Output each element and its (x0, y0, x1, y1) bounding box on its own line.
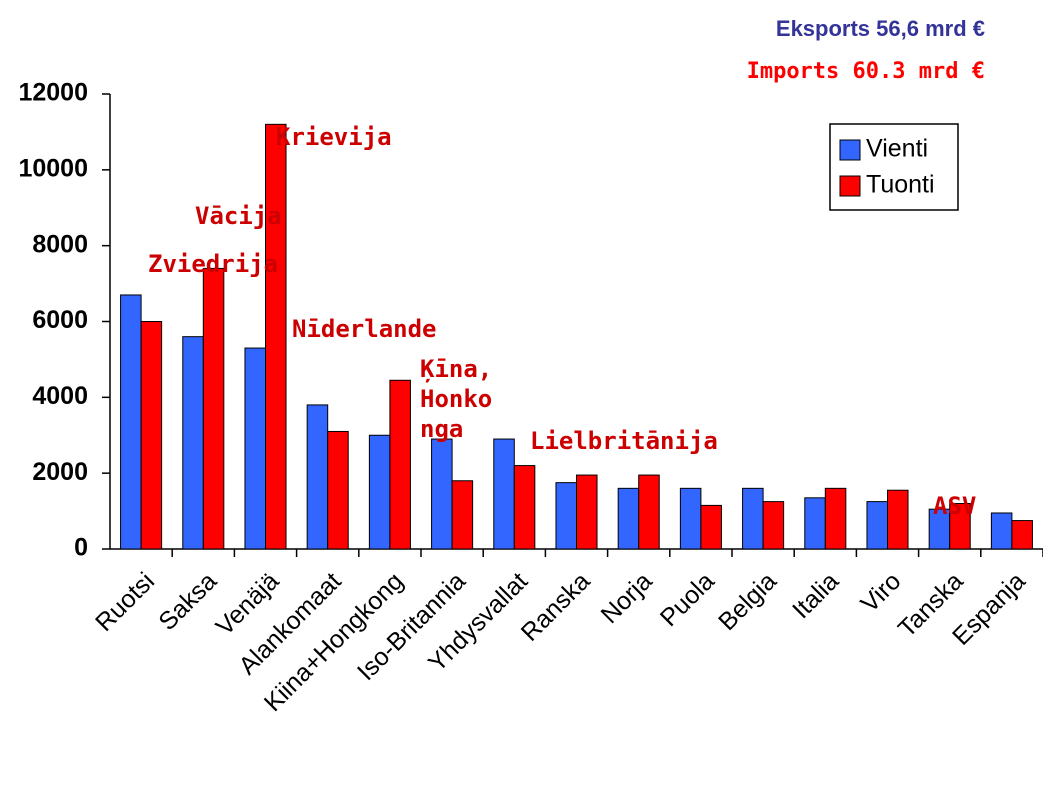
bar (120, 294, 142, 550)
bar (244, 347, 266, 550)
bar (576, 474, 598, 550)
legend-label: Tuonti (866, 171, 935, 199)
y-tick-label: 10000 (18, 154, 88, 182)
bar (1011, 520, 1033, 550)
legend-swatch (839, 139, 861, 161)
bar (555, 482, 577, 550)
x-tick-label: Ranska (516, 567, 596, 647)
bar (327, 430, 349, 550)
annotation: ASV (933, 492, 976, 520)
export-note: Eksports 56,6 mrd € (776, 16, 985, 41)
bar (866, 501, 888, 550)
bar (431, 438, 453, 550)
x-tick-label: Italia (787, 567, 844, 624)
y-tick-label: 8000 (32, 230, 88, 258)
annotation: Lielbritānija (530, 427, 718, 455)
y-tick-label: 6000 (32, 306, 88, 334)
bar (493, 438, 515, 550)
bar (451, 480, 474, 550)
bar (742, 487, 764, 550)
annotation: Vācija (195, 202, 282, 230)
bar (824, 487, 847, 550)
bar (140, 321, 163, 550)
annotation: Krievija (276, 123, 392, 151)
bar (617, 487, 640, 550)
bar (513, 465, 536, 550)
y-tick-label: 0 (74, 534, 88, 562)
annotation: Zviedrija (148, 250, 278, 278)
bar (700, 504, 722, 550)
bar (389, 379, 411, 550)
bar (182, 336, 204, 550)
bar (368, 434, 391, 550)
annotation: Ķīna, (420, 355, 492, 383)
bar (265, 123, 287, 550)
x-tick-label: Belgia (713, 567, 782, 636)
legend-label: Vienti (866, 135, 928, 163)
import-note: Imports 60.3 mrd € (747, 59, 985, 84)
bar (990, 512, 1013, 550)
bar (306, 404, 329, 550)
y-tick-label: 2000 (32, 458, 88, 486)
bar (887, 489, 909, 550)
bar (202, 267, 225, 550)
y-tick-label: 12000 (18, 79, 88, 107)
bar (949, 503, 971, 550)
x-tick-label: Norja (596, 567, 658, 629)
annotation: nga (420, 415, 463, 443)
y-tick-label: 4000 (32, 382, 88, 410)
annotation: Honko (420, 385, 492, 413)
bar (804, 497, 826, 550)
x-tick-label: Viro (855, 567, 906, 618)
x-tick-label: Puola (655, 567, 720, 632)
annotation: Nīderlande (292, 315, 437, 343)
bar (638, 474, 660, 550)
bar (762, 501, 785, 550)
x-tick-label: Saksa (153, 567, 222, 636)
legend-swatch (839, 175, 861, 197)
x-tick-label: Ruotsi (90, 567, 160, 637)
bar (679, 487, 702, 550)
